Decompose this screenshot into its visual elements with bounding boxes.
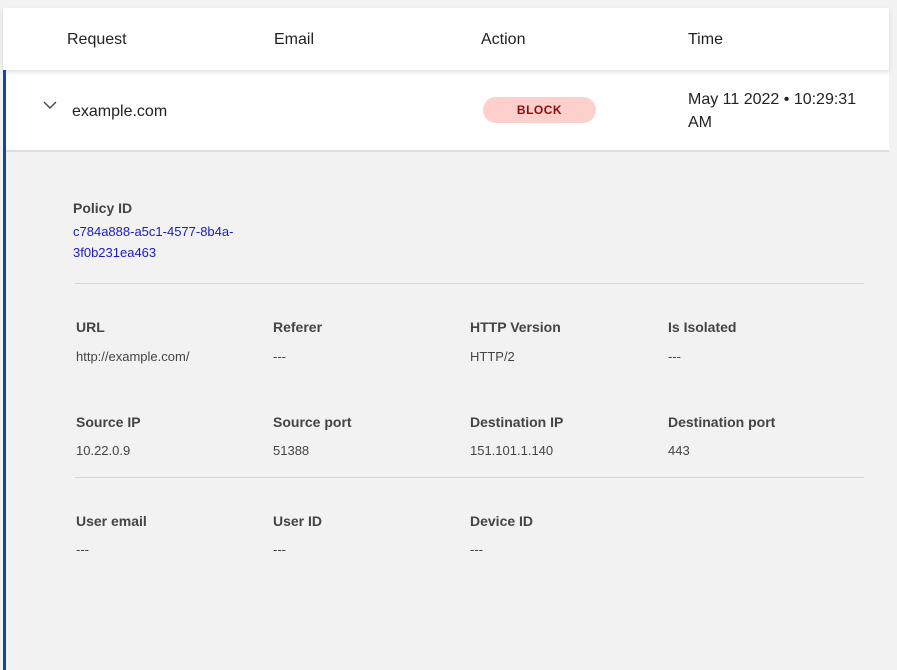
referer-value: --- <box>273 349 286 364</box>
url-value: http://example.com/ <box>76 349 190 364</box>
policy-id-label: Policy ID <box>73 200 133 216</box>
device-id-label: Device ID <box>470 513 534 529</box>
destination-port-value: 443 <box>668 443 690 458</box>
http-version-value: HTTP/2 <box>470 349 515 364</box>
source-port-value: 51388 <box>273 443 310 458</box>
chevron-down-icon[interactable] <box>43 98 57 112</box>
is-isolated-label: Is Isolated <box>668 319 737 335</box>
http-version-label: HTTP Version <box>470 319 561 335</box>
source-ip-label: Source IP <box>76 414 141 430</box>
policy-id-link[interactable]: c784a888-a5c1-4577-8b4a-3f0b231ea463 <box>73 224 234 260</box>
column-header-time[interactable]: Time <box>688 31 723 48</box>
column-header-request[interactable]: Request <box>67 31 127 48</box>
expanded-row-indicator <box>3 70 6 670</box>
request-time: May 11 2022 • 10:29:31 AM <box>688 91 857 131</box>
divider <box>75 283 864 284</box>
request-log-table: Request Email Action Time example.com BL… <box>3 8 889 670</box>
referer-label: Referer <box>273 319 323 335</box>
table-header: Request Email Action Time <box>3 8 889 70</box>
request-domain: example.com <box>72 103 168 120</box>
is-isolated-value: --- <box>668 349 681 364</box>
destination-port-label: Destination port <box>668 414 776 430</box>
column-header-email[interactable]: Email <box>274 31 315 48</box>
user-email-value: --- <box>76 542 89 557</box>
user-id-value: --- <box>273 542 286 557</box>
request-details-panel: Policy ID c784a888-a5c1-4577-8b4a-3f0b23… <box>3 152 889 612</box>
divider <box>75 477 864 478</box>
column-header-action[interactable]: Action <box>481 31 526 48</box>
user-id-label: User ID <box>273 513 323 529</box>
action-badge: BLOCK <box>483 97 596 123</box>
source-ip-value: 10.22.0.9 <box>76 443 131 458</box>
table-row[interactable]: example.com BLOCK May 11 2022 • 10:29:31… <box>3 70 889 152</box>
destination-ip-value: 151.101.1.140 <box>470 443 554 458</box>
source-port-label: Source port <box>273 414 352 430</box>
destination-ip-label: Destination IP <box>470 414 564 430</box>
user-email-label: User email <box>76 513 147 529</box>
device-id-value: --- <box>470 542 483 557</box>
url-label: URL <box>76 319 105 335</box>
